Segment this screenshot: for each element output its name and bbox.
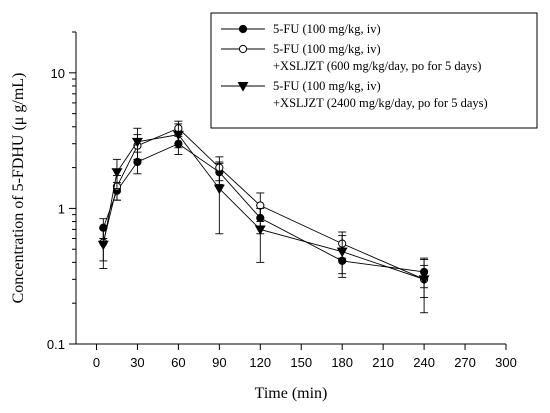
x-tick-label: 30 bbox=[130, 355, 144, 370]
x-tick-label: 240 bbox=[413, 355, 435, 370]
data-point bbox=[172, 130, 184, 141]
x-axis-title: Time (min) bbox=[255, 385, 328, 402]
y-tick-label: 1 bbox=[58, 201, 65, 216]
series-layer bbox=[97, 120, 430, 314]
series-3 bbox=[97, 123, 430, 314]
legend-marker bbox=[237, 82, 249, 92]
legend: 5-FU (100 mg/kg, iv)5-FU (100 mg/kg, iv)… bbox=[210, 12, 538, 129]
series-line bbox=[102, 127, 425, 280]
x-tick-label: 300 bbox=[495, 355, 517, 370]
legend-entry-1: 5-FU (100 mg/kg, iv) bbox=[221, 22, 381, 36]
y-tick-label: 10 bbox=[51, 66, 65, 81]
series-1 bbox=[99, 134, 429, 289]
x-tick-label: 150 bbox=[290, 355, 312, 370]
legend-label: 5-FU (100 mg/kg, iv) bbox=[273, 79, 381, 93]
legend-label: +XSLJZT (2400 mg/kg/day, po for 5 days) bbox=[273, 96, 488, 110]
x-tick-label: 120 bbox=[249, 355, 271, 370]
legend-label: 5-FU (100 mg/kg, iv) bbox=[273, 42, 381, 56]
legend-entry-2: 5-FU (100 mg/kg, iv) +XSLJZT (600 mg/kg/d… bbox=[221, 42, 481, 73]
data-point bbox=[111, 168, 123, 178]
x-tick-label: 90 bbox=[212, 355, 226, 370]
series-line bbox=[102, 143, 425, 273]
error-bar bbox=[256, 207, 265, 263]
error-bar bbox=[420, 257, 429, 314]
x-tick-label: 60 bbox=[171, 355, 185, 370]
data-point bbox=[336, 247, 348, 258]
x-tick-label: 270 bbox=[454, 355, 476, 370]
legend-marker bbox=[238, 44, 248, 54]
axes: 0 30 60 90 120 150 180 210 240 270 300 0.1 1 10 bbox=[47, 31, 517, 370]
legend-label: +XSLJZT (600 mg/kg/day, po for 5 days) bbox=[273, 59, 481, 73]
y-axis-title: Concentration of 5-FDHU (μ g/mL) bbox=[10, 73, 27, 304]
data-point bbox=[418, 275, 430, 285]
data-point bbox=[254, 225, 266, 236]
x-tick-label: 210 bbox=[372, 355, 394, 370]
data-point bbox=[97, 240, 109, 251]
series-line bbox=[102, 134, 425, 280]
data-point bbox=[131, 137, 143, 148]
legend-marker bbox=[238, 24, 248, 34]
series-2 bbox=[99, 120, 429, 299]
error-bar bbox=[215, 162, 224, 235]
data-point bbox=[213, 184, 225, 195]
legend-label: 5-FU (100 mg/kg, iv) bbox=[273, 22, 381, 36]
x-tick-label: 180 bbox=[331, 355, 353, 370]
legend-entry-3: 5-FU (100 mg/kg, iv) +XSLJZT (2400 mg/kg/… bbox=[221, 79, 488, 110]
legend-box bbox=[210, 12, 538, 129]
x-tick-label: 0 bbox=[93, 355, 100, 370]
y-tick-label: 0.1 bbox=[47, 337, 65, 352]
